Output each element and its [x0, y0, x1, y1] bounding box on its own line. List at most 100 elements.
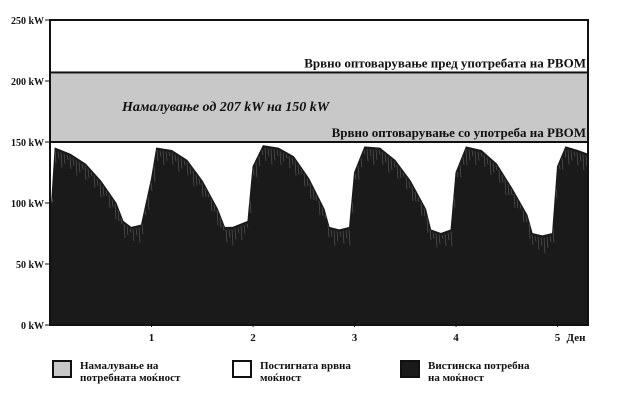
texture-stroke [222, 225, 225, 231]
texture-stroke [408, 181, 411, 189]
texture-stroke [537, 236, 540, 250]
texture-stroke [375, 149, 378, 160]
texture-stroke [255, 162, 258, 178]
texture-stroke [339, 231, 342, 237]
texture-stroke [54, 151, 57, 164]
texture-stroke [102, 186, 105, 197]
texture-stroke [411, 186, 414, 202]
texture-stroke [204, 188, 207, 198]
legend-item-actual-demand: Вистинска потребна на моќност [400, 360, 530, 384]
texture-stroke [384, 154, 387, 163]
texture-stroke [84, 165, 87, 180]
texture-stroke [105, 190, 108, 196]
texture-stroke [126, 226, 129, 236]
texture-stroke [72, 157, 75, 166]
texture-stroke [75, 159, 78, 176]
texture-stroke [396, 164, 399, 179]
texture-stroke [93, 175, 96, 188]
texture-stroke [540, 237, 543, 246]
texture-stroke [354, 173, 357, 180]
texture-stroke [267, 148, 270, 157]
texture-stroke [480, 152, 483, 157]
texture-stroke [435, 233, 438, 248]
texture-stroke [123, 223, 126, 239]
texture-stroke [579, 153, 582, 162]
texture-stroke [372, 149, 375, 165]
texture-stroke [501, 174, 504, 183]
texture-stroke [87, 168, 90, 178]
y-tick-label: 100 kW [11, 199, 44, 210]
legend-label-actual-demand: Вистинска потребна на моќност [428, 360, 530, 384]
texture-stroke [183, 160, 186, 166]
texture-stroke [219, 217, 222, 228]
texture-stroke [528, 224, 531, 240]
texture-stroke [552, 228, 555, 243]
texture-stroke [153, 165, 156, 182]
texture-stroke [429, 229, 432, 241]
texture-stroke [51, 198, 54, 203]
texture-stroke [252, 168, 255, 176]
legend-label-achieved-peak: Постигната врвна моќност [260, 360, 351, 384]
texture-stroke [225, 229, 228, 243]
texture-stroke [207, 193, 210, 198]
texture-stroke [474, 150, 477, 166]
texture-stroke [189, 166, 192, 175]
plot-frame [49, 19, 589, 326]
texture-stroke [171, 152, 174, 165]
texture-stroke [426, 216, 429, 233]
legend-swatch-reduction [52, 360, 72, 378]
peak-after-label: Врвно оптоварување со употреба на РВОМ [332, 125, 586, 140]
texture-stroke [390, 158, 393, 171]
texture-stroke [543, 237, 546, 254]
y-tick-label: 250 kW [11, 16, 44, 27]
texture-stroke [549, 236, 552, 243]
texture-stroke [261, 149, 264, 156]
texture-stroke [495, 165, 498, 171]
texture-stroke [564, 150, 567, 158]
texture-stroke [81, 163, 84, 170]
texture-stroke [198, 178, 201, 185]
texture-stroke [576, 152, 579, 166]
texture-stroke [498, 169, 501, 183]
texture-stroke [483, 154, 486, 167]
legend-item-achieved-peak: Постигната врвна моќност [232, 360, 351, 384]
texture-stroke [342, 230, 345, 244]
texture-stroke [294, 160, 297, 176]
texture-stroke [273, 149, 276, 161]
texture-stroke [243, 224, 246, 234]
texture-stroke [96, 178, 99, 186]
texture-stroke [459, 164, 462, 178]
texture-stroke [114, 203, 117, 220]
texture-stroke [276, 149, 279, 156]
texture-stroke [129, 228, 132, 233]
texture-stroke [450, 231, 453, 247]
demand-texture [51, 147, 588, 254]
texture-stroke [489, 160, 492, 176]
texture-stroke [78, 161, 81, 173]
texture-stroke [159, 150, 162, 157]
texture-stroke [516, 199, 519, 209]
texture-stroke [174, 154, 177, 162]
texture-stroke [414, 191, 417, 202]
legend-label-reduction: Намалување на потребната моќност [80, 360, 181, 384]
texture-stroke [192, 170, 195, 187]
texture-stroke [162, 151, 165, 166]
y-tick-label: 150 kW [11, 138, 44, 149]
y-tick-label: 50 kW [16, 260, 44, 271]
texture-stroke [405, 177, 408, 190]
texture-stroke [492, 162, 495, 173]
reduction-band-label: Намалување од 207 kW на 150 kW [121, 100, 331, 115]
texture-stroke [264, 147, 267, 161]
texture-stroke [231, 229, 234, 246]
texture-stroke [234, 228, 237, 240]
texture-stroke [60, 152, 63, 168]
texture-stroke [402, 172, 405, 178]
texture-stroke [513, 194, 516, 209]
texture-stroke [165, 151, 168, 161]
texture-stroke [447, 232, 450, 240]
texture-stroke [477, 151, 480, 161]
texture-stroke [453, 197, 456, 208]
texture-stroke [90, 172, 93, 177]
texture-stroke [363, 150, 366, 155]
texture-stroke [315, 194, 318, 201]
